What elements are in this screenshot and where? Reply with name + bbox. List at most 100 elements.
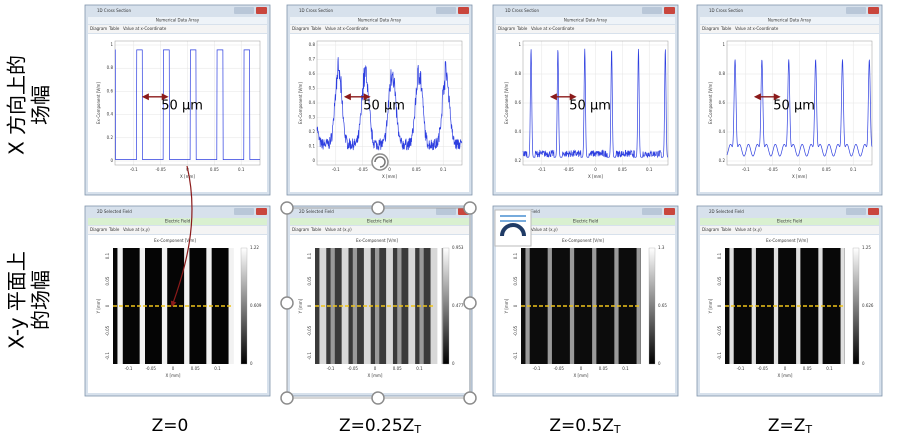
subtitle-bar <box>700 17 879 24</box>
x-tick-label: -0.05 <box>767 167 778 172</box>
tab: Diagram <box>292 26 309 31</box>
window-title: 2D Selected Field <box>97 209 132 214</box>
window-title: 1D Cross Section <box>505 8 539 13</box>
y-tick-label: -0.1 <box>717 352 722 360</box>
x-tick-label: 0.1 <box>238 167 245 172</box>
y-tick-label: 0.4 <box>719 129 726 134</box>
y-tick-label: 0.05 <box>105 276 110 285</box>
window-subtitle: Electric Field <box>165 219 191 224</box>
layout-icon-glyph <box>500 223 526 237</box>
tab: Diagram <box>90 26 107 31</box>
x-tick-label: 0.05 <box>618 167 627 172</box>
window-subtitle: Electric Field <box>573 219 599 224</box>
y-tick-label: 0.1 <box>105 252 110 259</box>
y-tick-label: 0.05 <box>307 276 312 285</box>
x-tick-label: 0.05 <box>393 366 402 371</box>
rotate-icon <box>374 156 386 168</box>
y-tick-label: 0.6 <box>515 100 522 105</box>
x-axis-label: X [mm] <box>792 174 807 179</box>
x-tick-label: -0.1 <box>332 167 340 172</box>
y-tick-label: 0.6 <box>309 71 316 76</box>
y-tick-label: 0.1 <box>307 252 312 259</box>
colorbar-label: 0.477 <box>452 303 464 308</box>
x-tick-label: -0.05 <box>563 167 574 172</box>
subtitle-bar <box>88 17 267 24</box>
y-tick-label: 0.2 <box>719 158 726 163</box>
tab-row <box>700 226 879 234</box>
tab-info: Value at (x,y) <box>735 227 762 232</box>
colorbar-label: 0 <box>250 361 253 366</box>
y-tick-label: 0.1 <box>309 144 316 149</box>
tab: Diagram <box>498 26 515 31</box>
tab-row <box>88 25 267 33</box>
y-tick-label: -0.05 <box>105 325 110 336</box>
colorbar-label: 0.953 <box>452 245 464 250</box>
y-tick-label: 0.6 <box>719 100 726 105</box>
window-subtitle: Numerical Data Array <box>156 18 200 23</box>
tab-row <box>496 226 675 234</box>
close-button <box>256 7 267 14</box>
line-window: 1D Cross Section Numerical Data Array Diag… <box>492 4 679 196</box>
x-tick-label: -0.05 <box>348 366 359 371</box>
y-tick-label: 0.4 <box>309 100 316 105</box>
x-tick-label: 0 <box>784 366 787 371</box>
y-tick-label: 0.8 <box>515 71 522 76</box>
colorbar <box>648 247 656 365</box>
tab-row <box>88 226 267 234</box>
field-stripe <box>751 248 756 364</box>
x-tick-label: -0.1 <box>125 366 133 371</box>
subtitle-bar <box>496 218 675 225</box>
link-arrow <box>170 165 193 308</box>
selection-handle <box>371 391 385 405</box>
field-stripe <box>818 248 823 364</box>
line-window: 1D Cross Section Numerical Data Array Diag… <box>84 4 271 196</box>
column-label-subscript: T <box>613 423 621 436</box>
tab: Diagram <box>702 26 719 31</box>
x-axis-label: X [mm] <box>382 174 397 179</box>
column-label: Z=0.25ZT <box>339 416 421 436</box>
y-axis-label: Ex-Component [V/m] <box>298 82 303 124</box>
y-tick-label: -0.1 <box>307 352 312 360</box>
window-title: 1D Cross Section <box>97 8 131 13</box>
row-label: X 方向上的 <box>5 55 29 155</box>
selection-handle <box>463 201 477 215</box>
tab: Table <box>310 227 322 232</box>
y-tick-label: 0.3 <box>309 115 316 120</box>
subtitle-bar <box>496 17 675 24</box>
x-tick-label: 0.1 <box>850 167 857 172</box>
window-title: 2D Selected Field <box>299 209 334 214</box>
window-subtitle: Numerical Data Array <box>768 18 812 23</box>
y-tick-label: -0.1 <box>513 352 518 360</box>
row-label: X-y 平面上 <box>5 251 29 349</box>
x-tick-label: 0 <box>580 366 583 371</box>
field-stripe <box>228 248 234 364</box>
tab: Table <box>108 227 120 232</box>
tab: Table <box>720 26 732 31</box>
close-button <box>458 7 469 14</box>
field-stripe <box>419 248 424 364</box>
column-label-main: Z=0 <box>152 416 189 436</box>
y-axis-label: Y [mm] <box>504 298 509 314</box>
y-tick-label: -0.05 <box>513 325 518 336</box>
colorbar <box>852 247 860 365</box>
plot-frame <box>726 40 873 166</box>
field-curve <box>726 58 873 157</box>
colorbar-label: 0.626 <box>862 303 874 308</box>
field-stripe <box>330 248 335 364</box>
row-label: 的场幅 <box>29 270 53 330</box>
y-tick-label: 0.05 <box>717 276 722 285</box>
tab-info: Value at (x,y) <box>531 227 558 232</box>
subtitle-bar <box>88 218 267 225</box>
y-tick-label: 0.05 <box>513 276 518 285</box>
selection-handle <box>280 391 294 405</box>
x-tick-label: -0.1 <box>538 167 546 172</box>
x-tick-label: 0.1 <box>440 167 447 172</box>
y-axis-label: Ex-Component [V/m] <box>708 82 713 124</box>
window-title: 1D Cross Section <box>709 8 743 13</box>
selection-handle <box>280 296 294 310</box>
subtitle-bar <box>290 17 469 24</box>
x-tick-label: 0.05 <box>412 167 421 172</box>
plot-frame <box>522 40 669 166</box>
